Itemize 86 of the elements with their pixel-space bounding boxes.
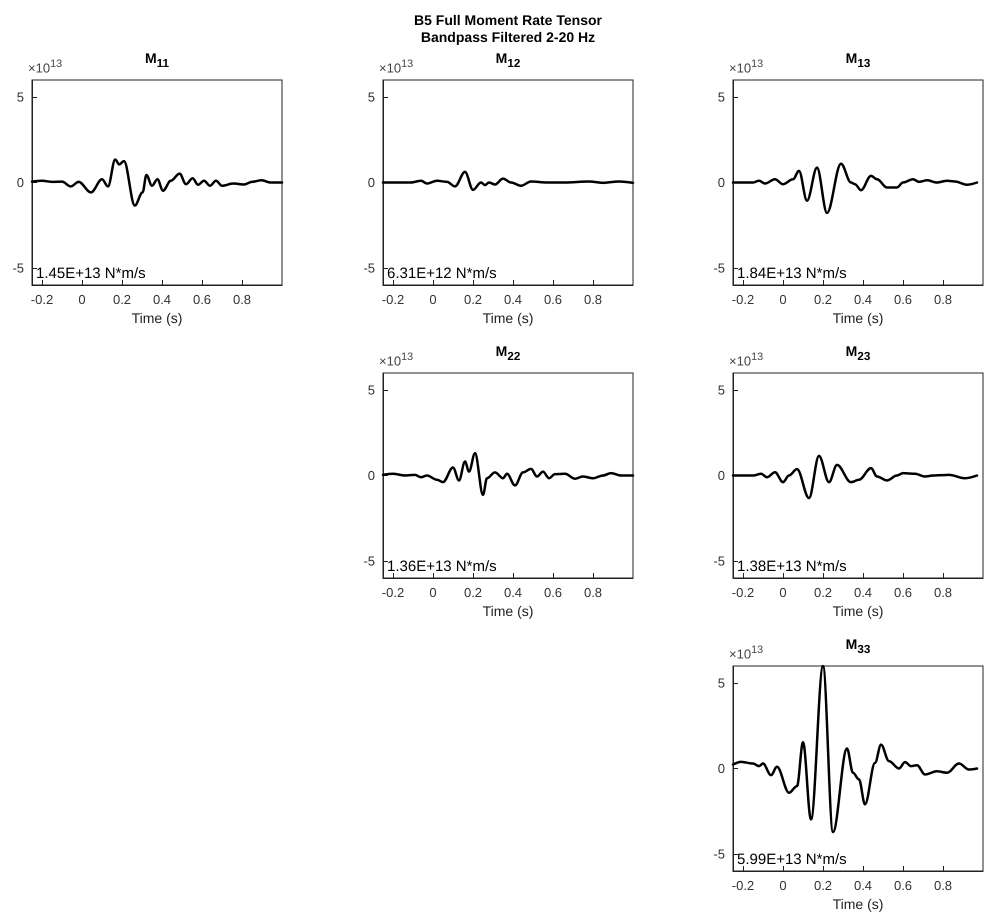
x-tick-label: 0.8 bbox=[934, 585, 952, 600]
x-axis-title: Time (s) bbox=[832, 603, 884, 619]
x-tick-label: 0.2 bbox=[814, 292, 832, 307]
x-tick-label: 0.2 bbox=[112, 292, 132, 307]
y-tick-label: -5 bbox=[713, 260, 725, 276]
x-tick-label: 0 bbox=[779, 292, 787, 307]
y-tick-label: -5 bbox=[12, 260, 24, 276]
y-tick-label: 0 bbox=[368, 175, 375, 190]
y-axis-title: ×10$^{13}$ bbox=[379, 58, 414, 76]
x-tick-label: -0.2 bbox=[382, 292, 404, 307]
x-tick-label: -0.2 bbox=[382, 585, 404, 600]
x-tick-label: 0.4 bbox=[854, 878, 872, 893]
line-series bbox=[732, 454, 978, 500]
text: Bandpass Filtered 2-20 Hz bbox=[420, 29, 596, 46]
x-tick-label: 0.6 bbox=[894, 878, 912, 893]
y-axis-title: ×10$^{13}$ bbox=[28, 58, 62, 76]
x-tick-label: 0.8 bbox=[584, 292, 602, 307]
text: B5 Full Moment Rate Tensor bbox=[413, 12, 603, 29]
x-tick-label: 0 bbox=[78, 292, 86, 307]
x-tick-label: 0.6 bbox=[544, 292, 562, 307]
x-tick-label: 0.4 bbox=[152, 292, 172, 307]
y-tick-label: -5 bbox=[363, 553, 375, 568]
chart-title: M$_{11}$ bbox=[145, 50, 169, 70]
annotation: 1.45E+13 N*m/s bbox=[36, 265, 146, 282]
chart-title: M$_{23}$ bbox=[846, 343, 870, 363]
x-tick-label: 0 bbox=[429, 292, 437, 307]
y-tick-label: -5 bbox=[713, 553, 725, 568]
chart-title: M$_{12}$ bbox=[496, 50, 520, 70]
x-axis-title: Time (s) bbox=[832, 896, 884, 912]
y-tick-label: 5 bbox=[718, 676, 725, 691]
x-axis-title: Time (s) bbox=[482, 603, 534, 619]
x-tick-label: 0.6 bbox=[894, 292, 912, 307]
x-tick-label: 0.4 bbox=[854, 292, 872, 307]
annotation: 6.31E+12 N*m/s bbox=[387, 265, 497, 282]
y-axis-title: ×10$^{13}$ bbox=[379, 351, 414, 368]
x-tick-label: -0.2 bbox=[732, 878, 754, 893]
x-tick-label: 0.6 bbox=[192, 292, 212, 307]
y-tick-label: 0 bbox=[16, 175, 24, 190]
x-tick-label: 0.2 bbox=[814, 585, 832, 600]
y-tick-label: 5 bbox=[718, 90, 725, 105]
y-tick-label: -5 bbox=[713, 846, 725, 862]
x-axis-title: Time (s) bbox=[482, 310, 534, 326]
x-axis-title: Time (s) bbox=[132, 310, 182, 326]
chart-title: M$_{33}$ bbox=[846, 636, 870, 656]
x-tick-label: 0.8 bbox=[934, 292, 952, 307]
annotation: 1.38E+13 N*m/s bbox=[737, 558, 847, 575]
x-tick-label: 0.4 bbox=[504, 585, 522, 600]
x-tick-label: 0.8 bbox=[232, 292, 252, 307]
x-tick-label: 0.8 bbox=[934, 878, 952, 893]
y-axis-title: ×10$^{13}$ bbox=[729, 644, 764, 662]
y-tick-label: 0 bbox=[718, 761, 725, 776]
y-axis-title: ×10$^{13}$ bbox=[729, 351, 764, 368]
line-series bbox=[30, 158, 284, 207]
y-axis-title: ×10$^{13}$ bbox=[729, 58, 764, 76]
x-tick-label: 0 bbox=[429, 585, 437, 600]
line-series bbox=[382, 170, 634, 192]
line-series bbox=[382, 452, 634, 496]
x-tick-label: 0.4 bbox=[504, 292, 522, 307]
x-axis-title: Time (s) bbox=[832, 310, 884, 326]
x-tick-label: 0.6 bbox=[544, 585, 562, 600]
x-tick-label: 0 bbox=[779, 585, 787, 600]
y-tick-label: 5 bbox=[718, 382, 725, 398]
annotation: 5.99E+13 N*m/s bbox=[737, 851, 847, 868]
y-tick-label: 5 bbox=[368, 90, 375, 105]
x-tick-label: 0.4 bbox=[854, 585, 872, 600]
x-tick-label: 0.2 bbox=[464, 292, 482, 307]
y-tick-label: 5 bbox=[368, 382, 375, 398]
x-tick-label: 0.6 bbox=[894, 585, 912, 600]
x-tick-label: -0.2 bbox=[30, 292, 54, 307]
annotation: 1.36E+13 N*m/s bbox=[387, 558, 497, 575]
y-tick-label: -5 bbox=[363, 260, 375, 276]
y-tick-label: 0 bbox=[368, 468, 375, 483]
x-tick-label: -0.2 bbox=[732, 292, 754, 307]
x-tick-label: 0.8 bbox=[584, 585, 602, 600]
chart-title: M$_{13}$ bbox=[846, 50, 870, 70]
y-tick-label: 0 bbox=[718, 468, 725, 483]
line-series bbox=[732, 162, 978, 214]
x-tick-label: 0.2 bbox=[814, 878, 832, 893]
annotation: 1.84E+13 N*m/s bbox=[737, 265, 847, 282]
x-tick-label: 0 bbox=[779, 878, 787, 893]
y-tick-label: 0 bbox=[718, 175, 725, 190]
x-tick-label: -0.2 bbox=[732, 585, 754, 600]
x-tick-label: 0.2 bbox=[464, 585, 482, 600]
chart-title: M$_{22}$ bbox=[496, 343, 520, 363]
line-series bbox=[732, 664, 978, 834]
y-tick-label: 5 bbox=[16, 90, 24, 105]
